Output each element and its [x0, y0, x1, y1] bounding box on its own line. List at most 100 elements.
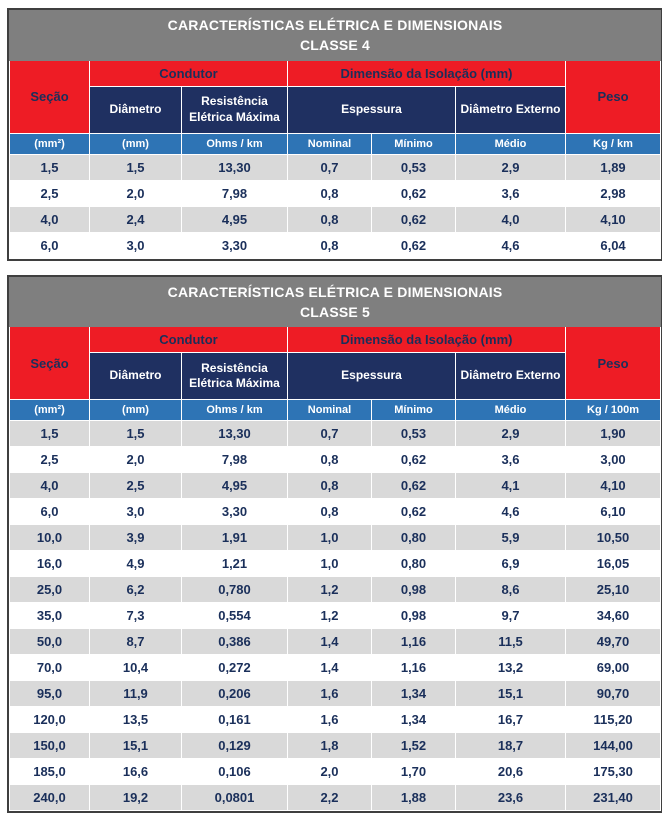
table-row: 70,0 10,4 0,272 1,4 1,16 13,2 69,00	[9, 654, 662, 682]
data-cell: 1,5	[9, 153, 90, 181]
sub-header-row: Diâmetro Resistência Elétrica Máxima Esp…	[10, 352, 661, 401]
data-cell: 4,95	[181, 205, 288, 233]
header-espessura: Espessura	[287, 85, 456, 134]
data-cell: 23,6	[455, 784, 566, 812]
data-cell: 2,9	[455, 420, 566, 448]
table-row: 2,5 2,0 7,98 0,8 0,62 3,6 2,98	[9, 179, 662, 207]
table-row: 120,0 13,5 0,161 1,6 1,34 16,7 115,20	[9, 706, 662, 734]
data-cell: 15,1	[89, 732, 182, 760]
data-cell: 6,2	[89, 576, 182, 604]
data-cell: 6,10	[564, 498, 662, 526]
data-cell: 5,9	[455, 524, 566, 552]
data-cell: 4,6	[455, 231, 566, 259]
data-cell: 1,4	[287, 628, 372, 656]
table-row: 6,0 3,0 3,30 0,8 0,62 4,6 6,04	[9, 231, 662, 259]
table-row: 25,0 6,2 0,780 1,2 0,98 8,6 25,10	[9, 576, 662, 604]
data-cell: 1,88	[371, 784, 456, 812]
header-diametro-externo: Diâmetro Externo	[455, 352, 566, 401]
data-cell: 8,7	[89, 628, 182, 656]
data-cell: 0,80	[371, 550, 456, 578]
data-cell: 16,6	[89, 758, 182, 786]
table-row: 95,0 11,9 0,206 1,6 1,34 15,1 90,70	[9, 680, 662, 708]
classe-5-table-body: 1,5 1,5 13,30 0,7 0,53 2,9 1,90 2,5 2,0 7,98 0,8 0,…	[9, 420, 662, 812]
classe-4-table: CARACTERÍSTICAS ELÉTRICA E DIMENSIONAIS …	[8, 10, 662, 259]
data-cell: 0,8	[287, 446, 372, 474]
data-cell: 69,00	[564, 654, 662, 682]
data-cell: 0,386	[181, 628, 288, 656]
header-secao: Seção	[9, 59, 90, 134]
data-cell: 19,2	[89, 784, 182, 812]
data-cell: 1,70	[371, 758, 456, 786]
data-cell: 2,0	[89, 446, 182, 474]
data-cell: 0,62	[371, 446, 456, 474]
data-cell: 1,89	[564, 153, 662, 181]
table-title-line2: CLASSE 5	[299, 303, 371, 320]
table-title-line2: CLASSE 4	[299, 37, 371, 54]
unit-medio: Médio	[455, 399, 566, 422]
data-cell: 1,52	[371, 732, 456, 760]
unit-peso: Kg / km	[564, 132, 662, 155]
data-cell: 2,0	[89, 179, 182, 207]
header-espessura: Espessura	[287, 352, 456, 401]
data-cell: 6,0	[9, 498, 90, 526]
unit-secao: (mm²)	[9, 399, 90, 422]
data-cell: 4,0	[455, 205, 566, 233]
table-row: 240,0 19,2 0,0801 2,2 1,88 23,6 231,40	[9, 784, 662, 812]
data-cell: 231,40	[564, 784, 662, 812]
data-cell: 10,0	[9, 524, 90, 552]
table-title-line1: CARACTERÍSTICAS ELÉTRICA E DIMENSIONAIS	[167, 17, 503, 33]
data-cell: 0,8	[287, 472, 372, 500]
data-cell: 25,0	[9, 576, 90, 604]
data-cell: 0,8	[287, 205, 372, 233]
unit-peso: Kg / 100m	[564, 399, 662, 422]
data-cell: 13,30	[181, 420, 288, 448]
data-cell: 120,0	[9, 706, 90, 734]
table-row: 4,0 2,4 4,95 0,8 0,62 4,0 4,10	[9, 205, 662, 233]
data-cell: 3,0	[89, 231, 182, 259]
data-cell: 50,0	[9, 628, 90, 656]
data-cell: 13,2	[455, 654, 566, 682]
table-title: CARACTERÍSTICAS ELÉTRICA E DIMENSIONAIS …	[8, 276, 662, 328]
data-cell: 1,6	[287, 680, 372, 708]
data-cell: 4,95	[181, 472, 288, 500]
data-cell: 49,70	[564, 628, 662, 656]
data-cell: 18,7	[455, 732, 566, 760]
unit-resistencia: Ohms / km	[181, 132, 288, 155]
data-cell: 0,62	[371, 498, 456, 526]
data-cell: 3,6	[455, 446, 566, 474]
data-cell: 95,0	[9, 680, 90, 708]
units-row: (mm²) (mm) Ohms / km Nominal Mínimo Médi…	[9, 132, 662, 155]
data-cell: 13,5	[89, 706, 182, 734]
header-isolacao: Dimensão da Isolação (mm)	[287, 59, 566, 87]
data-cell: 1,0	[287, 524, 372, 552]
data-cell: 6,0	[9, 231, 90, 259]
data-cell: 0,62	[371, 472, 456, 500]
table-row: 10,0 3,9 1,91 1,0 0,80 5,9 10,50	[9, 524, 662, 552]
data-cell: 2,4	[89, 205, 182, 233]
data-cell: 0,272	[181, 654, 288, 682]
unit-secao: (mm²)	[9, 132, 90, 155]
data-cell: 2,5	[89, 472, 182, 500]
data-cell: 2,9	[455, 153, 566, 181]
header-resistencia: Resistência Elétrica Máxima	[181, 352, 288, 401]
table-row: 150,0 15,1 0,129 1,8 1,52 18,7 144,00	[9, 732, 662, 760]
data-cell: 0,8	[287, 231, 372, 259]
table-title-line1: CARACTERÍSTICAS ELÉTRICA E DIMENSIONAIS	[167, 283, 503, 300]
table-row: 4,0 2,5 4,95 0,8 0,62 4,1 4,10	[9, 472, 662, 500]
header-diametro: Diâmetro	[89, 85, 182, 134]
data-cell: 6,04	[564, 231, 662, 259]
title-row: CARACTERÍSTICAS ELÉTRICA E DIMENSIONAIS …	[8, 276, 662, 328]
header-resistencia: Resistência Elétrica Máxima	[181, 85, 288, 134]
data-cell: 13,30	[181, 153, 288, 181]
data-cell: 4,9	[89, 550, 182, 578]
table-title: CARACTERÍSTICAS ELÉTRICA E DIMENSIONAIS …	[8, 10, 662, 61]
title-row: CARACTERÍSTICAS ELÉTRICA E DIMENSIONAIS …	[8, 10, 662, 61]
data-cell: 1,0	[287, 550, 372, 578]
group-header-row: Seção Condutor Dimensão da Isolação (mm)…	[9, 326, 662, 401]
data-cell: 0,780	[181, 576, 288, 604]
data-cell: 0,7	[287, 420, 372, 448]
data-cell: 3,30	[181, 498, 288, 526]
data-cell: 3,30	[181, 231, 288, 259]
data-cell: 3,6	[455, 179, 566, 207]
data-cell: 70,0	[9, 654, 90, 682]
